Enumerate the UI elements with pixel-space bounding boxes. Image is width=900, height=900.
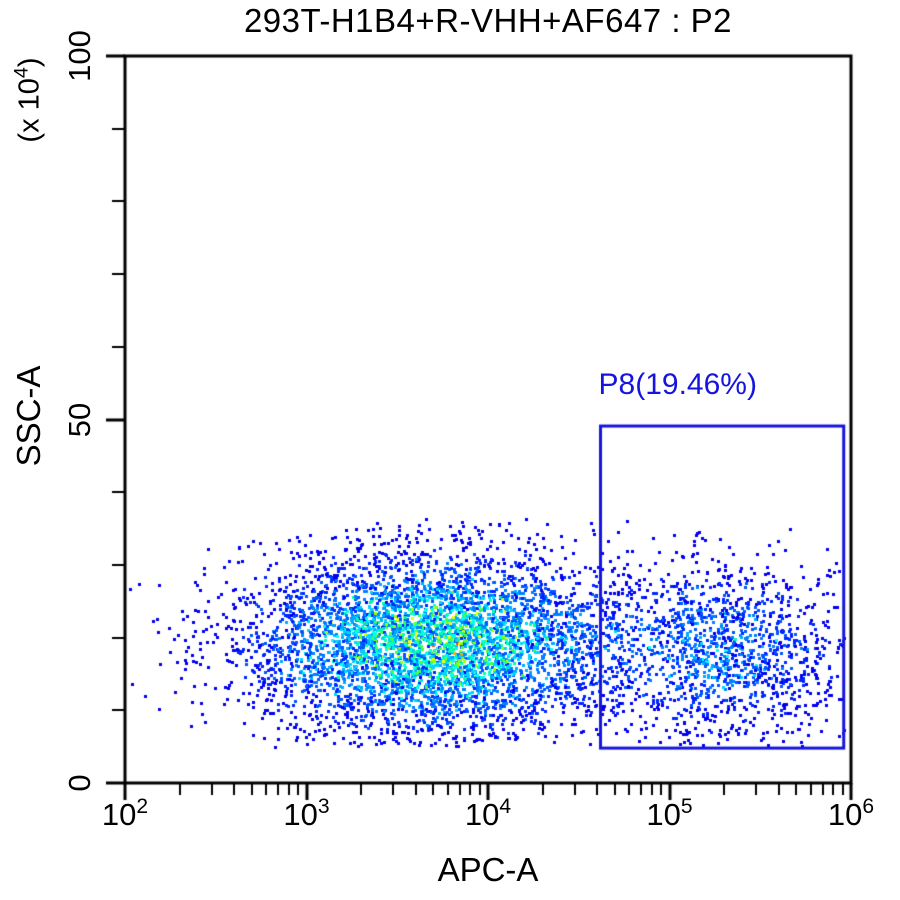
y-scale-exponent: 4 (10, 67, 33, 79)
x-tick-label: 106 (827, 795, 875, 832)
plot-title: 293T-H1B4+R-VHH+AF647 : P2 (243, 2, 733, 39)
x-tick-label: 105 (646, 795, 693, 832)
x-tick-exponent: 6 (862, 795, 875, 819)
x-axis-title: APC-A (437, 851, 539, 888)
x-tick-label: 104 (464, 795, 512, 832)
y-tick-label: 50 (62, 402, 97, 437)
y-tick-label: 100 (62, 30, 97, 82)
x-tick-label: 102 (101, 795, 149, 832)
x-tick-exponent: 5 (680, 795, 693, 819)
gate-label: P8(19.46%) (598, 368, 757, 402)
x-tick-exponent: 4 (499, 795, 512, 819)
x-tick-exponent: 2 (136, 795, 149, 819)
y-tick-label: 0 (62, 774, 97, 792)
y-axis-title: SSC-A (10, 365, 47, 467)
x-tick-exponent: 3 (317, 795, 330, 819)
y-axis-scale-label: (x 104) (10, 57, 46, 143)
x-tick-label: 103 (283, 795, 330, 832)
